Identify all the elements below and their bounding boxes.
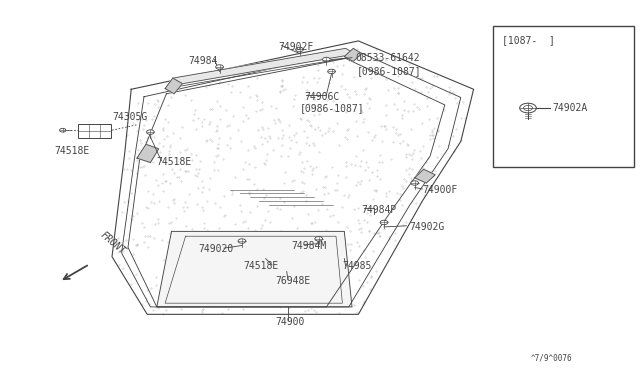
Circle shape bbox=[323, 57, 330, 62]
Circle shape bbox=[520, 103, 536, 113]
Circle shape bbox=[60, 128, 66, 132]
Text: 74984P: 74984P bbox=[362, 205, 397, 215]
Polygon shape bbox=[165, 78, 182, 94]
Text: 74906C: 74906C bbox=[304, 92, 339, 102]
Text: [0986-1087]: [0986-1087] bbox=[357, 66, 422, 76]
Text: 76948E: 76948E bbox=[275, 276, 310, 286]
Circle shape bbox=[238, 239, 246, 243]
Polygon shape bbox=[157, 231, 352, 307]
Text: 74902A: 74902A bbox=[552, 103, 588, 113]
Text: 74900: 74900 bbox=[275, 317, 305, 327]
Text: 74518E: 74518E bbox=[157, 157, 192, 167]
Text: 74902F: 74902F bbox=[278, 42, 314, 51]
Circle shape bbox=[524, 105, 532, 110]
Circle shape bbox=[216, 65, 223, 69]
Text: 74518E: 74518E bbox=[243, 261, 278, 271]
Text: 08533-61642: 08533-61642 bbox=[355, 53, 420, 62]
Text: [0986-1087]: [0986-1087] bbox=[300, 103, 364, 113]
Circle shape bbox=[411, 181, 419, 185]
Text: 74984M: 74984M bbox=[291, 241, 326, 250]
Text: 74305G: 74305G bbox=[112, 112, 147, 122]
Text: [1087-  ]: [1087- ] bbox=[502, 35, 556, 45]
Circle shape bbox=[296, 47, 303, 52]
Text: ^7/9^0076: ^7/9^0076 bbox=[531, 353, 573, 362]
Circle shape bbox=[328, 69, 335, 74]
Bar bbox=[493, 26, 634, 167]
Text: 74900F: 74900F bbox=[422, 185, 458, 195]
Text: 74984: 74984 bbox=[189, 57, 218, 66]
Text: FRONT: FRONT bbox=[98, 230, 127, 257]
Polygon shape bbox=[415, 169, 435, 183]
Text: 74902G: 74902G bbox=[410, 222, 445, 232]
Circle shape bbox=[315, 237, 323, 241]
Circle shape bbox=[147, 130, 154, 134]
Circle shape bbox=[380, 220, 388, 225]
Polygon shape bbox=[137, 144, 159, 163]
Polygon shape bbox=[173, 48, 355, 84]
Text: 74518E: 74518E bbox=[54, 146, 90, 155]
Bar bbox=[78, 124, 111, 138]
Polygon shape bbox=[112, 41, 474, 314]
Text: 749020: 749020 bbox=[198, 244, 234, 254]
Polygon shape bbox=[344, 48, 362, 61]
Text: 74985: 74985 bbox=[342, 261, 372, 271]
